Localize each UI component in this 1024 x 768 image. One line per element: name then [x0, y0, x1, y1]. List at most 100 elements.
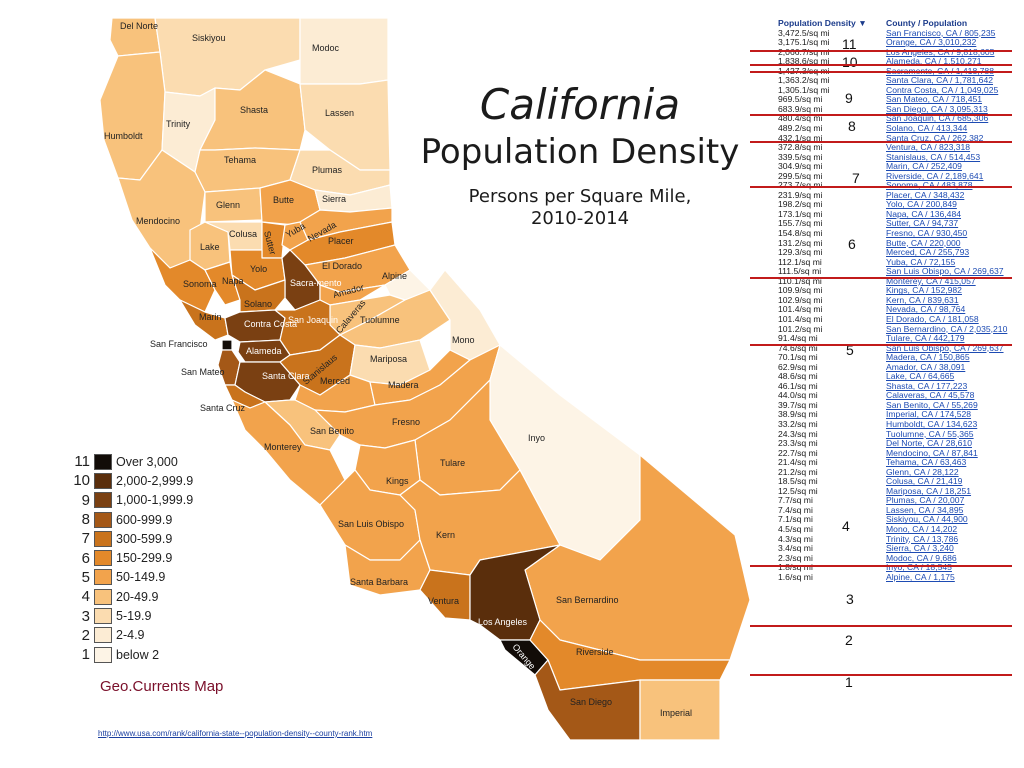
label-humboldt: Humboldt	[104, 131, 143, 141]
legend-rank: 8	[81, 511, 90, 529]
density-value: 969.5/sq mi	[778, 94, 823, 105]
county-link[interactable]: Del Norte, CA / 28,610	[886, 438, 972, 449]
county-link[interactable]: Shasta, CA / 177,223	[886, 380, 968, 391]
county-link[interactable]: Santa Clara, CA / 1,781,642	[886, 75, 994, 86]
county-link[interactable]: Yuba, CA / 72,155	[886, 256, 956, 267]
county-link[interactable]: El Dorado, CA / 181,058	[886, 313, 979, 324]
density-value: 21.2/sq mi	[778, 466, 818, 477]
county-link[interactable]: Madera, CA / 150,865	[886, 352, 970, 363]
header-county[interactable]: County / Population	[886, 18, 968, 28]
county-link[interactable]: Butte, CA / 220,000	[886, 237, 961, 248]
county-link[interactable]: San Joaquin, CA / 685,306	[886, 113, 989, 124]
label-butte: Butte	[273, 195, 294, 205]
legend-rank: 3	[81, 607, 90, 625]
label-sierra: Sierra	[322, 194, 346, 204]
county-link[interactable]: Placer, CA / 348,432	[886, 189, 965, 200]
table-row: 1,305.1/sq mi Contra Costa, CA / 1,049,02…	[765, 84, 1020, 96]
county-link[interactable]: Fresno, CA / 930,450	[886, 228, 968, 239]
county-link[interactable]: Solano, CA / 413,344	[886, 123, 968, 134]
county-link[interactable]: Nevada, CA / 98,764	[886, 304, 966, 315]
header-density[interactable]: Population Density ▼	[778, 18, 867, 28]
county-link[interactable]: Sacramento, CA / 1,418,788	[886, 65, 994, 76]
county-link[interactable]: San Luis Obispo, CA / 269,637	[886, 266, 1004, 277]
county-link[interactable]: Kern, CA / 839,631	[886, 294, 959, 305]
county-link[interactable]: Yolo, CA / 200,849	[886, 199, 957, 210]
county-link[interactable]: Kings, CA / 152,982	[886, 285, 962, 296]
county-link[interactable]: Sierra, CA / 3,240	[886, 543, 954, 554]
county-link[interactable]: Orange, CA / 3,010,232	[886, 37, 977, 48]
table-row: 62.9/sq mi Amador, CA / 38,091	[765, 361, 1020, 373]
county-link[interactable]: Stanislaus, CA / 514,453	[886, 151, 981, 162]
label-san-diego: San Diego	[570, 697, 612, 707]
county-link[interactable]: Inyo, CA / 18,545	[886, 562, 952, 573]
label-san-benito: San Benito	[310, 426, 354, 436]
county-link[interactable]: Imperial, CA / 174,528	[886, 409, 972, 420]
density-value: 372.8/sq mi	[778, 142, 823, 153]
county-link[interactable]: Alameda, CA / 1,510,271	[886, 56, 982, 67]
county-link[interactable]: Merced, CA / 255,793	[886, 247, 970, 258]
county-link[interactable]: Napa, CA / 136,484	[886, 208, 962, 219]
county-link[interactable]: Tulare, CA / 442,179	[886, 333, 965, 344]
label-kern: Kern	[436, 530, 455, 540]
rank-marker: 2	[845, 632, 853, 648]
legend-row: 4 20-49.9	[62, 587, 193, 606]
county-link[interactable]: Ventura, CA / 823,318	[886, 142, 971, 153]
county-link[interactable]: Mariposa, CA / 18,251	[886, 485, 972, 496]
county-link[interactable]: Mono, CA / 14,202	[886, 523, 958, 534]
table-row: 111.5/sq mi San Luis Obispo, CA / 269,637	[765, 267, 1020, 277]
county-link[interactable]: San Mateo, CA / 718,451	[886, 94, 983, 105]
county-link[interactable]: Siskiyou, CA / 44,900	[886, 514, 968, 525]
county-link[interactable]: Plumas, CA / 20,007	[886, 495, 965, 506]
county-link[interactable]: Sonoma, CA / 483,878	[886, 180, 973, 191]
county-link[interactable]: Humboldt, CA / 134,623	[886, 418, 978, 429]
county-link[interactable]: San Bernardino, CA / 2,035,210	[886, 323, 1008, 334]
county-link[interactable]: Marin, CA / 252,409	[886, 161, 962, 172]
label-madera: Madera	[388, 380, 419, 390]
county-link[interactable]: Riverside, CA / 2,189,641	[886, 170, 984, 181]
label-mendocino: Mendocino	[136, 216, 180, 226]
county-link[interactable]: Modoc, CA / 9,686	[886, 552, 957, 563]
table-row: 1.6/sq mi Alpine, CA / 1,175	[765, 571, 1020, 583]
legend-rank: 1	[81, 646, 90, 664]
county-link[interactable]: Santa Cruz, CA / 262,382	[886, 132, 984, 143]
density-value: 173.1/sq mi	[778, 208, 823, 219]
county-link[interactable]: Trinity, CA / 13,786	[886, 533, 959, 544]
source-link[interactable]: http://www.usa.com/rank/california-state…	[98, 729, 373, 738]
county-link[interactable]: Lake, CA / 64,665	[886, 371, 955, 382]
county-link[interactable]: San Francisco, CA / 805,235	[886, 27, 996, 38]
density-value: 131.2/sq mi	[778, 237, 823, 248]
table-row: 4.5/sq mi Mono, CA / 14,202	[765, 523, 1020, 535]
county-link[interactable]: Calaveras, CA / 45,578	[886, 390, 975, 401]
table-row: 48.6/sq mi Lake, CA / 64,665	[765, 372, 1020, 382]
county-link[interactable]: Glenn, CA / 28,122	[886, 466, 959, 477]
county-link[interactable]: Colusa, CA / 21,419	[886, 476, 963, 487]
county-link[interactable]: Lassen, CA / 34,895	[886, 504, 964, 515]
legend-row: 8 600-999.9	[62, 510, 193, 529]
map-units: Persons per Square Mile,	[468, 186, 692, 207]
county-link[interactable]: Sutter, CA / 94,737	[886, 218, 959, 229]
county-link[interactable]: Tuolumne, CA / 55,365	[886, 428, 974, 439]
legend-rank: 9	[81, 491, 90, 509]
density-value: 1,427.3/sq mi	[778, 65, 830, 76]
legend-row: 5 50-149.9	[62, 568, 193, 587]
county-solano	[231, 274, 286, 313]
density-value: 1,363.2/sq mi	[778, 75, 830, 86]
label-marin: Marin	[199, 312, 222, 322]
county-link[interactable]: Mendocino, CA / 87,841	[886, 447, 978, 458]
county-link[interactable]: Tehama, CA / 63,463	[886, 457, 967, 468]
county-link[interactable]: Alpine, CA / 1,175	[886, 571, 955, 582]
county-link[interactable]: San Luis Obispo, CA / 269,637	[886, 342, 1004, 353]
county-link[interactable]: Contra Costa, CA / 1,049,025	[886, 84, 999, 95]
county-link[interactable]: San Benito, CA / 55,269	[886, 399, 978, 410]
county-link[interactable]: Monterey, CA / 415,057	[886, 275, 976, 286]
legend-label: 20-49.9	[116, 589, 159, 604]
county-link[interactable]: Amador, CA / 38,091	[886, 361, 966, 372]
table-row: 39.7/sq mi San Benito, CA / 55,269	[765, 399, 1020, 411]
county-link[interactable]: San Diego, CA / 3,095,313	[886, 103, 988, 114]
county-san-francisco	[221, 339, 233, 351]
legend-label: below 2	[116, 647, 160, 662]
table-row: 173.1/sq mi Napa, CA / 136,484	[765, 208, 1020, 220]
label-siskiyou: Siskiyou	[192, 33, 226, 43]
density-value: 299.5/sq mi	[778, 170, 823, 181]
table-row: 129.3/sq mi Merced, CA / 255,793	[765, 248, 1020, 258]
